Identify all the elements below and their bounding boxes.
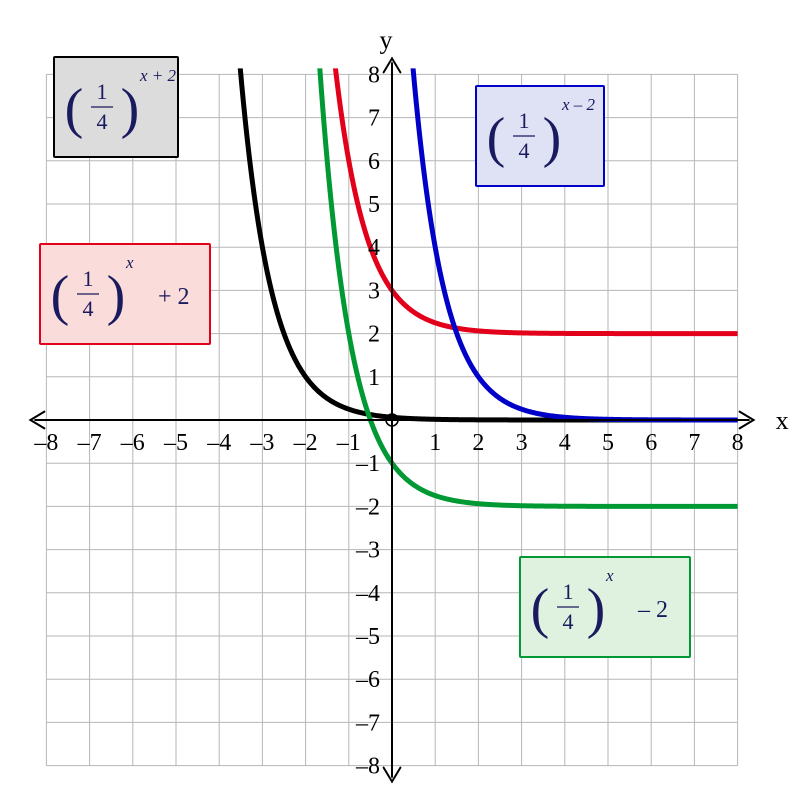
x-tick-label: 3 (516, 430, 528, 456)
y-tick-label: 6 (368, 149, 380, 175)
y-tick-label: 1 (368, 365, 380, 391)
legend-blue: () 1 4 x – 2 (476, 86, 604, 186)
svg-text:(: ( (487, 107, 506, 169)
y-tick-label: –8 (355, 754, 380, 780)
y-tick-label: –5 (355, 624, 380, 650)
x-tick-label: 6 (645, 430, 657, 456)
y-tick-label: 3 (368, 278, 380, 304)
x-tick-label: –4 (206, 430, 231, 456)
x-tick-label: 7 (688, 430, 700, 456)
svg-text:(: ( (51, 265, 70, 327)
x-tick-label: –2 (293, 430, 318, 456)
x-tick-label: 4 (559, 430, 571, 456)
svg-text:x – 2: x – 2 (561, 95, 596, 114)
x-tick-label: –3 (249, 430, 274, 456)
y-tick-label: 7 (368, 106, 380, 132)
x-tick-label: –6 (120, 430, 145, 456)
y-tick-label: –1 (355, 451, 380, 477)
legend-red: () 1 4 x + 2 (40, 244, 210, 344)
svg-text:1: 1 (97, 79, 108, 104)
svg-text:(: ( (65, 78, 84, 140)
y-tick-label: –4 (355, 581, 380, 607)
svg-text:1: 1 (83, 266, 94, 291)
svg-text:4: 4 (563, 609, 574, 634)
x-tick-label: –7 (77, 430, 102, 456)
x-tick-label: –8 (33, 430, 58, 456)
svg-text:1: 1 (519, 108, 530, 133)
svg-text:x: x (605, 566, 614, 585)
y-tick-label: 2 (368, 322, 380, 348)
exponential-chart: –8–7–6–5–4–3–2–112345678–8–7–6–5–4–3–2–1… (0, 0, 800, 812)
svg-text:x: x (125, 253, 134, 272)
x-tick-label: 8 (732, 430, 744, 456)
y-tick-label: 4 (368, 235, 380, 261)
legend-green: () 1 4 x – 2 (520, 557, 690, 657)
x-tick-label: 1 (429, 430, 441, 456)
svg-text:+ 2: + 2 (158, 284, 190, 310)
svg-text:(: ( (531, 578, 550, 640)
svg-text:): ) (121, 78, 140, 140)
y-tick-label: –6 (355, 667, 380, 693)
svg-text:): ) (107, 265, 126, 327)
x-tick-label: 5 (602, 430, 614, 456)
x-tick-label: 2 (472, 430, 484, 456)
svg-text:4: 4 (83, 296, 94, 321)
legend-black: () 1 4 x + 2 (54, 57, 178, 157)
x-tick-label: –5 (163, 430, 188, 456)
svg-text:– 2: – 2 (637, 597, 668, 623)
y-tick-label: –3 (355, 538, 380, 564)
svg-text:4: 4 (97, 109, 108, 134)
svg-text:x + 2: x + 2 (139, 66, 177, 85)
svg-text:4: 4 (519, 138, 530, 163)
svg-text:): ) (543, 107, 562, 169)
y-tick-label: –7 (355, 710, 380, 736)
y-axis-label: y (380, 25, 393, 54)
x-axis-label: x (776, 406, 789, 435)
y-tick-label: 5 (368, 192, 380, 218)
y-tick-label: 8 (368, 62, 380, 88)
svg-text:1: 1 (563, 579, 574, 604)
y-tick-label: –2 (355, 494, 380, 520)
svg-text:): ) (587, 578, 606, 640)
